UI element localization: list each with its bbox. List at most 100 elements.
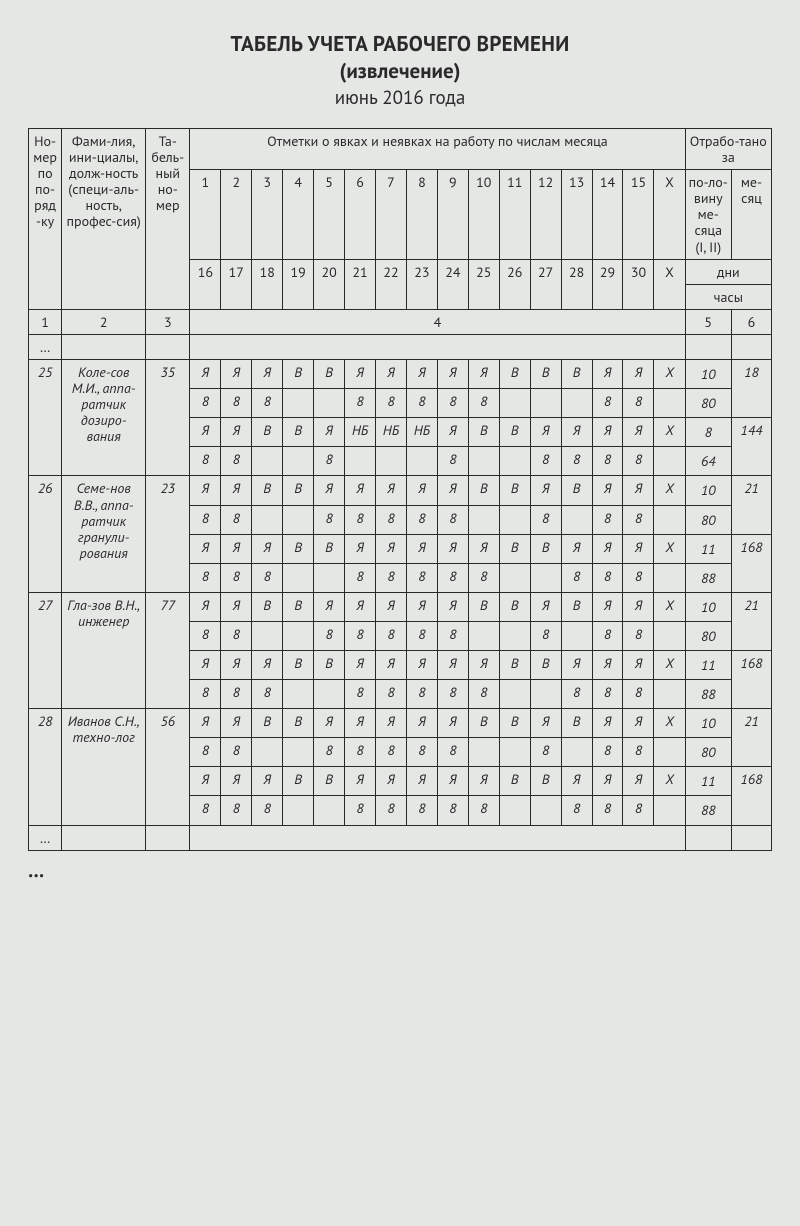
mark-cell: Я	[345, 476, 376, 505]
mark-cell	[654, 389, 685, 418]
mark-cell: В	[561, 476, 592, 505]
emp-name: Семе-нов В.В., аппа-ратчик гранули-рован…	[62, 476, 146, 592]
mark-cell: 8	[468, 563, 499, 592]
mark-cell: Я	[375, 360, 406, 389]
mark-cell	[283, 563, 314, 592]
mark-cell: В	[561, 360, 592, 389]
mark-cell: Я	[314, 418, 345, 447]
mark-cell: 8	[221, 563, 252, 592]
mark-cell: 8	[623, 621, 654, 650]
mark-cell: 8	[592, 796, 623, 825]
mark-cell: 8	[406, 505, 437, 534]
mark-cell: 8	[314, 738, 345, 767]
mark-cell: В	[530, 650, 561, 679]
hdr-day: 17	[221, 259, 252, 309]
hdr-day: 12	[530, 170, 561, 259]
hdr-day: 10	[468, 170, 499, 259]
colnum-1: 1	[29, 309, 62, 334]
mark-cell: 8	[375, 505, 406, 534]
hdr-day: 30	[623, 259, 654, 309]
mark-cell: Я	[561, 767, 592, 796]
header-row-1: Но-мер по по-ряд-ку Фами-лия, ини-циалы,…	[29, 129, 772, 170]
hdr-day: 3	[252, 170, 283, 259]
mark-cell	[561, 738, 592, 767]
hdr-day: 18	[252, 259, 283, 309]
mark-cell	[561, 621, 592, 650]
hdr-day: 23	[406, 259, 437, 309]
mark-cell: Я	[190, 592, 221, 621]
hdr-day: 24	[437, 259, 468, 309]
mark-cell: X	[654, 534, 685, 563]
mark-cell	[375, 447, 406, 476]
mark-cell	[283, 738, 314, 767]
mark-cell: В	[530, 534, 561, 563]
hdr-day: 2	[221, 170, 252, 259]
mark-cell: 8	[375, 563, 406, 592]
mark-cell	[252, 738, 283, 767]
hdr-days-hours: дничасы	[685, 259, 771, 309]
mark-cell: 8	[190, 738, 221, 767]
mark-cell: 8	[530, 447, 561, 476]
mark-cell: Я	[314, 709, 345, 738]
hdr-day: 25	[468, 259, 499, 309]
timesheet-page: ТАБЕЛЬ УЧЕТА РАБОЧЕГО ВРЕМЕНИ (извлечени…	[0, 0, 800, 923]
mark-cell: 8	[592, 738, 623, 767]
mark-cell: НБ	[375, 418, 406, 447]
mark-cell: НБ	[345, 418, 376, 447]
hdr-day: 6	[345, 170, 376, 259]
mark-cell: В	[499, 592, 530, 621]
mark-cell: 8	[314, 621, 345, 650]
mark-cell: Я	[468, 360, 499, 389]
mark-cell: 8	[592, 621, 623, 650]
half-days: 1080	[685, 476, 731, 534]
mark-cell: 8	[406, 389, 437, 418]
emp-name: Коле-сов М.И., аппа-ратчик дозиро-вания	[62, 360, 146, 476]
mark-cell: В	[314, 534, 345, 563]
ellipsis-cell: …	[29, 825, 62, 850]
half-days: 1188	[685, 767, 731, 825]
mark-cell: Я	[221, 650, 252, 679]
mark-cell	[283, 680, 314, 709]
mark-cell	[654, 563, 685, 592]
colnum-5: 5	[685, 309, 731, 334]
mark-cell: 8	[592, 563, 623, 592]
hdr-day: 8	[406, 170, 437, 259]
mark-cell: Я	[345, 360, 376, 389]
mark-cell: 8	[375, 680, 406, 709]
mark-cell: Я	[561, 534, 592, 563]
mark-cell: Я	[190, 709, 221, 738]
mark-cell: Я	[406, 534, 437, 563]
emp-row: 25Коле-сов М.И., аппа-ратчик дозиро-вани…	[29, 360, 772, 389]
mark-cell: Я	[468, 767, 499, 796]
mark-cell: Я	[345, 650, 376, 679]
mark-cell: Я	[592, 592, 623, 621]
mark-cell: В	[499, 476, 530, 505]
mark-cell: Я	[406, 360, 437, 389]
title-date: июнь 2016 года	[28, 86, 772, 110]
mark-cell: 8	[375, 738, 406, 767]
month-days: 21	[731, 476, 771, 534]
mark-cell	[530, 680, 561, 709]
colnum-2: 2	[62, 309, 146, 334]
mark-cell: 8	[406, 621, 437, 650]
month-hours: 168	[731, 534, 771, 592]
mark-cell: Я	[221, 476, 252, 505]
mark-cell: Я	[592, 476, 623, 505]
mark-cell: 8	[561, 796, 592, 825]
mark-cell: Я	[221, 418, 252, 447]
hdr-day: 14	[592, 170, 623, 259]
month-hours: 168	[731, 767, 771, 825]
emp-tab: 77	[146, 592, 190, 708]
hdr-half: по-ло-вину ме-сяца (I, II)	[685, 170, 731, 259]
mark-cell: Я	[345, 592, 376, 621]
mark-cell	[468, 621, 499, 650]
mark-cell: 8	[623, 447, 654, 476]
mark-cell	[654, 738, 685, 767]
mark-cell: В	[468, 592, 499, 621]
mark-cell: 8	[252, 563, 283, 592]
mark-cell	[314, 796, 345, 825]
mark-cell: X	[654, 709, 685, 738]
hdr-days-label: дни	[686, 260, 771, 285]
mark-cell: Я	[623, 767, 654, 796]
mark-cell	[468, 447, 499, 476]
